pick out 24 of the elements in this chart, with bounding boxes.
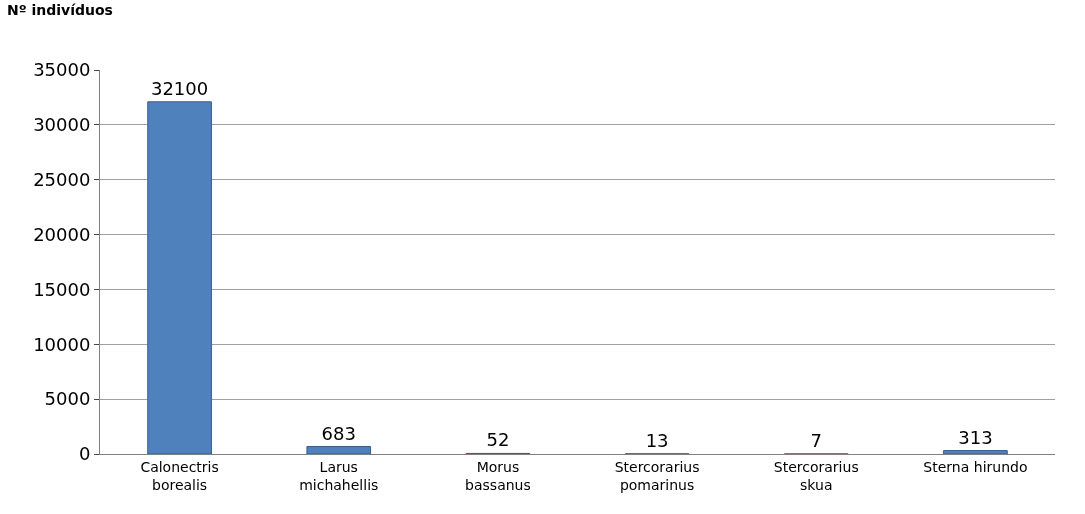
data-label: 313 bbox=[958, 426, 993, 448]
data-label: 7 bbox=[810, 429, 822, 451]
x-tick-label: Stercorarius skua bbox=[773, 458, 859, 493]
x-tick-label: Sterna hirundo bbox=[923, 458, 1028, 475]
y-axis-title: Nº indivíduos bbox=[7, 2, 113, 18]
bar bbox=[306, 446, 372, 454]
y-tick-label: 15000 bbox=[33, 278, 91, 300]
data-label: 52 bbox=[486, 429, 510, 451]
x-tick-label: Larus michahellis bbox=[299, 458, 379, 493]
bar bbox=[943, 450, 1008, 454]
y-tick-label: 20000 bbox=[33, 223, 91, 245]
y-tick-label: 0 bbox=[78, 443, 91, 465]
x-tick-label: Stercorarius pomarinus bbox=[614, 458, 700, 493]
y-tick-label: 10000 bbox=[33, 333, 91, 355]
x-tick-label: Calonectris borealis bbox=[140, 458, 219, 493]
x-tick-label: Morus bassanus bbox=[465, 458, 531, 493]
data-label: 13 bbox=[645, 429, 669, 451]
y-tick-label: 30000 bbox=[33, 114, 91, 136]
y-tick-label: 25000 bbox=[33, 169, 91, 191]
y-tick-label: 35000 bbox=[33, 59, 91, 81]
y-tick-label: 5000 bbox=[44, 388, 91, 410]
data-label: 32100 bbox=[150, 77, 209, 99]
bar bbox=[147, 101, 212, 454]
data-label: 683 bbox=[321, 422, 356, 444]
